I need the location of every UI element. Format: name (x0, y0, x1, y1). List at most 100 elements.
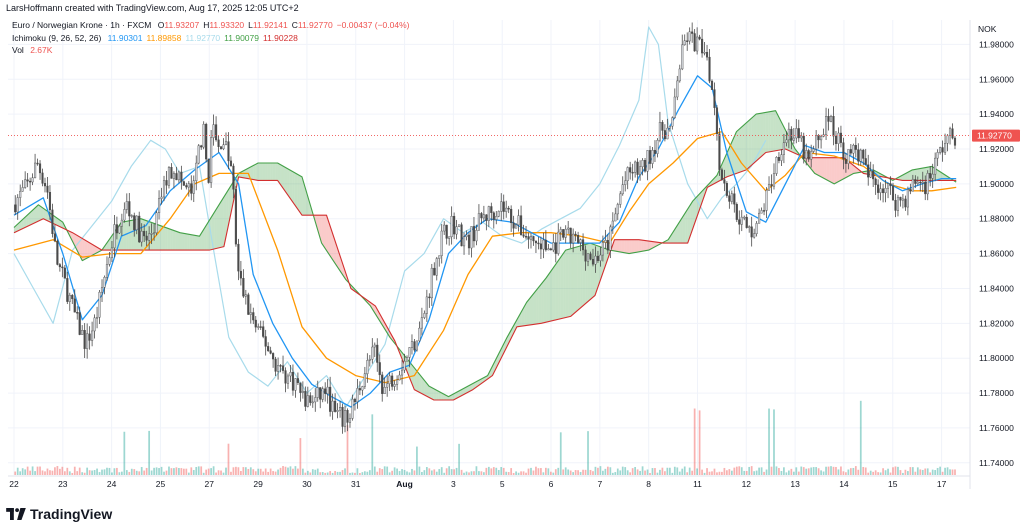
volume-bar (148, 430, 151, 475)
cloud-segment (619, 239, 622, 253)
candle-body (820, 136, 823, 141)
candle-body (162, 180, 166, 198)
candle-body (663, 130, 666, 140)
cloud-segment (253, 164, 256, 180)
volume-bar (366, 471, 369, 475)
cloud-segment (167, 228, 171, 251)
cloud-segment (192, 234, 195, 251)
candle-body (790, 128, 793, 141)
volume-bar (755, 470, 758, 475)
volume-bar (237, 467, 240, 475)
cloud-segment (35, 204, 39, 223)
candle-body (542, 239, 545, 250)
cloud-segment (675, 224, 678, 244)
candle-body (715, 107, 719, 134)
volume-bar (758, 467, 760, 475)
candle-body (242, 278, 245, 297)
cloud-segment (848, 161, 852, 177)
volume-bar (128, 471, 131, 475)
cloud-segment (55, 216, 58, 226)
volume-bar (240, 471, 242, 475)
candle-body (899, 196, 902, 201)
cloud-segment (45, 210, 49, 222)
volume-bar (691, 470, 694, 475)
candle-body (470, 226, 473, 249)
candle-body (386, 383, 389, 388)
candle-body (247, 294, 250, 315)
candlesticks (14, 22, 957, 434)
cloud-segment (380, 314, 383, 326)
cloud-segment (38, 204, 41, 222)
volume-bar (594, 466, 597, 475)
cloud-segment (223, 193, 227, 247)
cloud-segment (162, 226, 166, 251)
candle-body (319, 387, 322, 400)
candle-body (562, 229, 565, 238)
candle-body (83, 330, 86, 349)
volume-bar (314, 469, 317, 475)
candle-body (641, 160, 644, 168)
cloud-segment (524, 302, 527, 326)
candle-body (306, 395, 309, 407)
candle-body (103, 277, 106, 288)
candle-body (465, 234, 468, 237)
volume-bar (165, 470, 168, 475)
volume-bar (227, 443, 230, 475)
volume-bar (26, 466, 29, 475)
price-tick-label: 11.88000 (979, 214, 1014, 224)
volume-bar (267, 471, 270, 475)
candle-body (51, 209, 54, 234)
currency-label[interactable]: NOK (978, 24, 997, 34)
volume-bar (143, 470, 146, 475)
candle-body (919, 181, 922, 184)
candle-body (157, 198, 161, 214)
volume-bar (544, 467, 547, 475)
volume-bar (475, 466, 478, 475)
cloud-segment (526, 299, 530, 326)
candle-body (363, 373, 366, 387)
price-axis[interactable]: 11.98000 11.96000 11.94000 11.92000 11.90000… (969, 20, 1014, 489)
cloud-segment (587, 243, 591, 302)
volume-bar (44, 471, 46, 475)
candle-body (351, 398, 354, 419)
candle-body (572, 233, 575, 244)
volume-bar (820, 470, 822, 475)
cloud-segment (87, 241, 90, 258)
candle-body (631, 171, 634, 174)
candle-body (353, 398, 357, 403)
cloud-segment (338, 251, 342, 273)
candle-body (867, 164, 870, 178)
candle-body (589, 253, 592, 260)
volume-bar (14, 471, 17, 475)
candle-body (197, 145, 200, 164)
symbol-legend: Euro / Norwegian Krone · 1h · FXCM O11.9… (12, 20, 417, 30)
cloud-segment (433, 388, 437, 401)
tradingview-logo[interactable]: TradingView (6, 503, 112, 525)
volume-bar (304, 472, 307, 475)
volume-bar (909, 467, 912, 475)
volume-bar (163, 471, 165, 475)
candle-body (361, 386, 364, 391)
candle-body (787, 128, 790, 141)
volume-bar (857, 469, 860, 475)
volume-bar (145, 467, 148, 475)
volume-bar (344, 468, 346, 475)
volume-legend[interactable]: Vol 2.67K (12, 45, 56, 55)
volume-bar (371, 414, 374, 475)
candle-body (606, 240, 609, 251)
volume-bar (802, 467, 805, 475)
volume-bar (272, 471, 274, 475)
volume-bar (83, 472, 86, 475)
volume-bar (582, 469, 584, 475)
candle-body (495, 216, 498, 220)
volume-bar (862, 466, 865, 475)
candle-body (234, 189, 237, 245)
volume-bar (778, 467, 780, 475)
candle-body (837, 132, 840, 144)
time-axis[interactable]: 22 23 24 25 27 29 30 31 Aug 3 5 6 7 8 11 12 13 14 15 17 (8, 475, 970, 489)
ichimoku-legend[interactable]: Ichimoku (9, 26, 52, 26) 11.90301 11.8985… (12, 33, 306, 43)
volume-bar (589, 469, 592, 475)
candle-body (455, 226, 458, 235)
candle-body (81, 330, 84, 335)
